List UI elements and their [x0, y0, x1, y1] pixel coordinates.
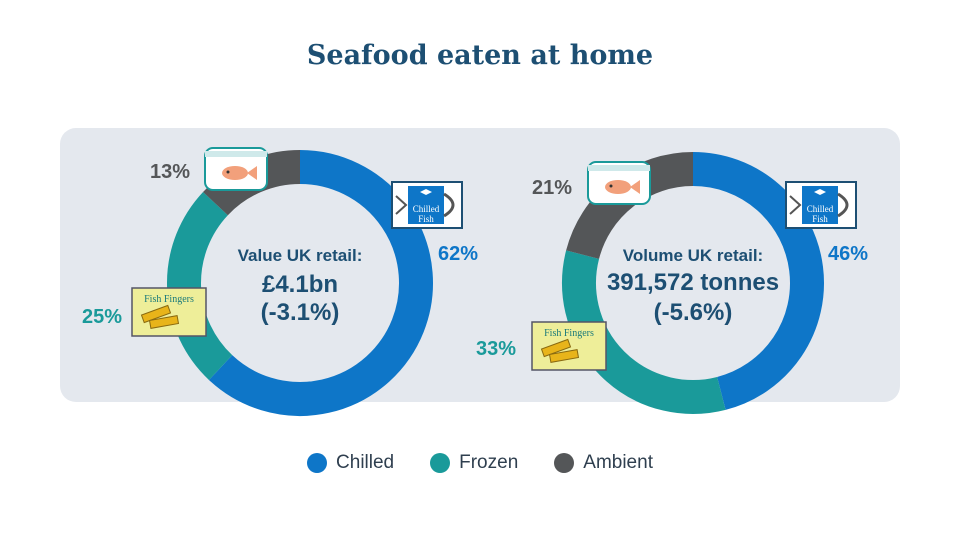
pct-label-chilled: 46%: [828, 243, 868, 265]
chilled-fish-pack-icon: Chilled Fish: [785, 181, 857, 229]
icon-text-fish-fingers: Fish Fingers: [544, 328, 594, 339]
legend: Chilled Frozen Ambient: [0, 452, 960, 474]
legend-swatch-ambient: [554, 453, 575, 473]
icon-text-fish: Fish: [418, 214, 434, 224]
fish-tin-icon: [204, 147, 268, 191]
pct-label-chilled: 62%: [438, 243, 478, 265]
fish-tin-icon: [587, 161, 651, 205]
center-label: Volume UK retail:: [623, 246, 763, 265]
legend-label: Frozen: [459, 452, 519, 473]
center-change: (-5.6%): [654, 299, 733, 326]
fish-fingers-box-icon: Fish Fingers: [131, 287, 207, 337]
legend-item-chilled: Chilled: [307, 452, 394, 474]
icon-text-fish: Fish: [812, 214, 828, 224]
chilled-fish-pack-icon: Chilled Fish: [391, 181, 463, 229]
arc-chilled: [208, 150, 433, 416]
fish-fingers-box-icon: Fish Fingers: [531, 321, 607, 371]
pct-label-ambient: 13%: [150, 161, 190, 183]
center-value: 391,572 tonnes: [607, 269, 779, 296]
legend-swatch-chilled: [307, 453, 328, 473]
center-value: £4.1bn: [262, 271, 338, 298]
legend-item-frozen: Frozen: [430, 452, 518, 474]
pct-label-ambient: 21%: [532, 177, 572, 199]
icon-text-chilled: Chilled: [413, 204, 440, 214]
legend-item-ambient: Ambient: [554, 452, 653, 474]
icon-text-chilled: Chilled: [807, 204, 834, 214]
pct-label-frozen: 33%: [476, 338, 516, 360]
legend-swatch-frozen: [430, 453, 451, 473]
arc-frozen: [562, 250, 726, 414]
pct-label-frozen: 25%: [82, 306, 122, 328]
icon-text-fish-fingers: Fish Fingers: [144, 294, 194, 305]
chart-title: Seafood eaten at home: [306, 40, 654, 71]
center-change: (-3.1%): [261, 299, 340, 326]
arc-frozen: [167, 191, 233, 380]
arc-chilled: [692, 152, 824, 410]
center-label: Value UK retail:: [238, 246, 363, 265]
legend-label: Chilled: [336, 452, 395, 473]
legend-label: Ambient: [583, 452, 653, 473]
